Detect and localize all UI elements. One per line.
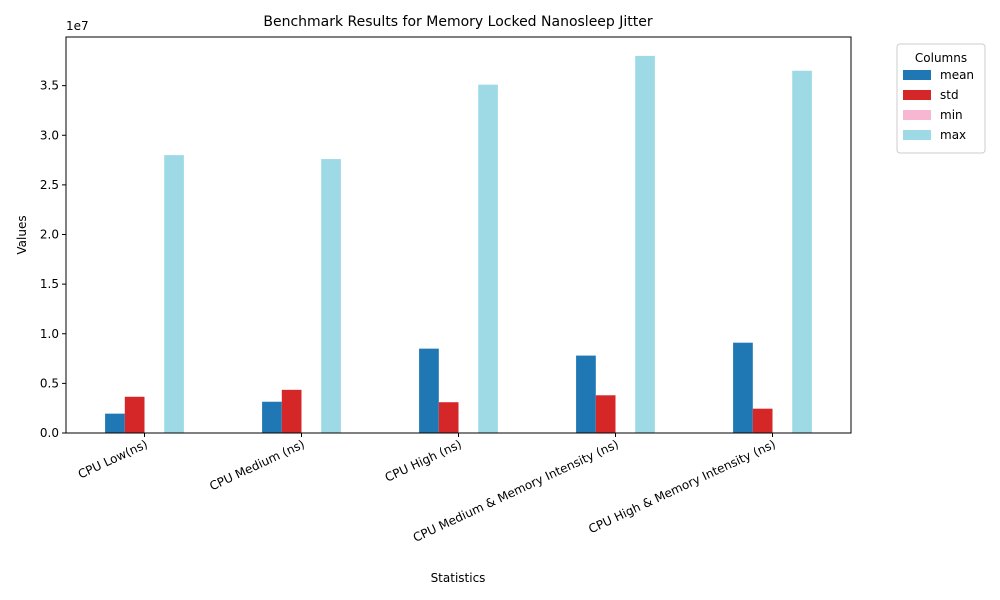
x-tick-label: CPU Medium (ns) (207, 437, 306, 493)
y-axis-offset-label: 1e7 (66, 19, 89, 33)
bar-max-4 (792, 70, 812, 434)
bar-std-2 (438, 402, 459, 433)
legend-swatch-mean (903, 70, 931, 80)
bar-std-3 (595, 395, 616, 433)
legend-swatch-std (903, 90, 931, 100)
legend-swatch-max (903, 130, 931, 140)
y-tick-label: 0.5 (40, 376, 59, 390)
y-tick-label: 1.0 (40, 327, 59, 341)
y-axis-label: Values (15, 215, 29, 254)
bar-mean-1 (262, 401, 282, 433)
legend-swatch-min (903, 110, 931, 120)
bar-std-0 (124, 396, 145, 433)
bar-std-1 (281, 389, 302, 433)
x-axis-label: Statistics (431, 571, 486, 585)
legend-label-max: max (940, 128, 966, 142)
bars-group (105, 55, 812, 434)
x-axis: CPU Low(ns) CPU Medium (ns) CPU High (ns)C… (76, 433, 778, 545)
legend-label-min: min (940, 108, 963, 122)
x-tick-label: CPU Low(ns) (76, 437, 150, 481)
x-tick-label: CPU High (ns) (383, 437, 464, 485)
y-tick-label: 0.0 (40, 426, 59, 440)
y-tick-label: 3.5 (40, 79, 59, 93)
chart-title: Benchmark Results for Memory Locked Nano… (263, 14, 653, 30)
bar-max-2 (478, 84, 498, 433)
bar-std-4 (752, 408, 773, 433)
legend-title: Columns (915, 51, 967, 65)
y-axis: 0.0 0.5 1.0 1.5 2.0 2.5 3.0 3.5 (40, 79, 66, 440)
bar-max-1 (321, 159, 341, 433)
legend: Columns mean std min max (896, 43, 986, 154)
bar-mean-0 (105, 413, 125, 433)
y-tick-label: 3.0 (40, 128, 59, 142)
y-tick-label: 1.5 (40, 277, 59, 291)
bar-max-3 (635, 55, 655, 434)
bar-max-0 (164, 155, 184, 434)
bar-mean-4 (733, 342, 753, 433)
y-tick-label: 2.0 (40, 228, 59, 242)
bar-mean-3 (576, 355, 596, 433)
legend-label-mean: mean (940, 68, 974, 82)
y-tick-label: 2.5 (40, 178, 59, 192)
legend-label-std: std (940, 88, 959, 102)
bar-mean-2 (419, 348, 439, 433)
